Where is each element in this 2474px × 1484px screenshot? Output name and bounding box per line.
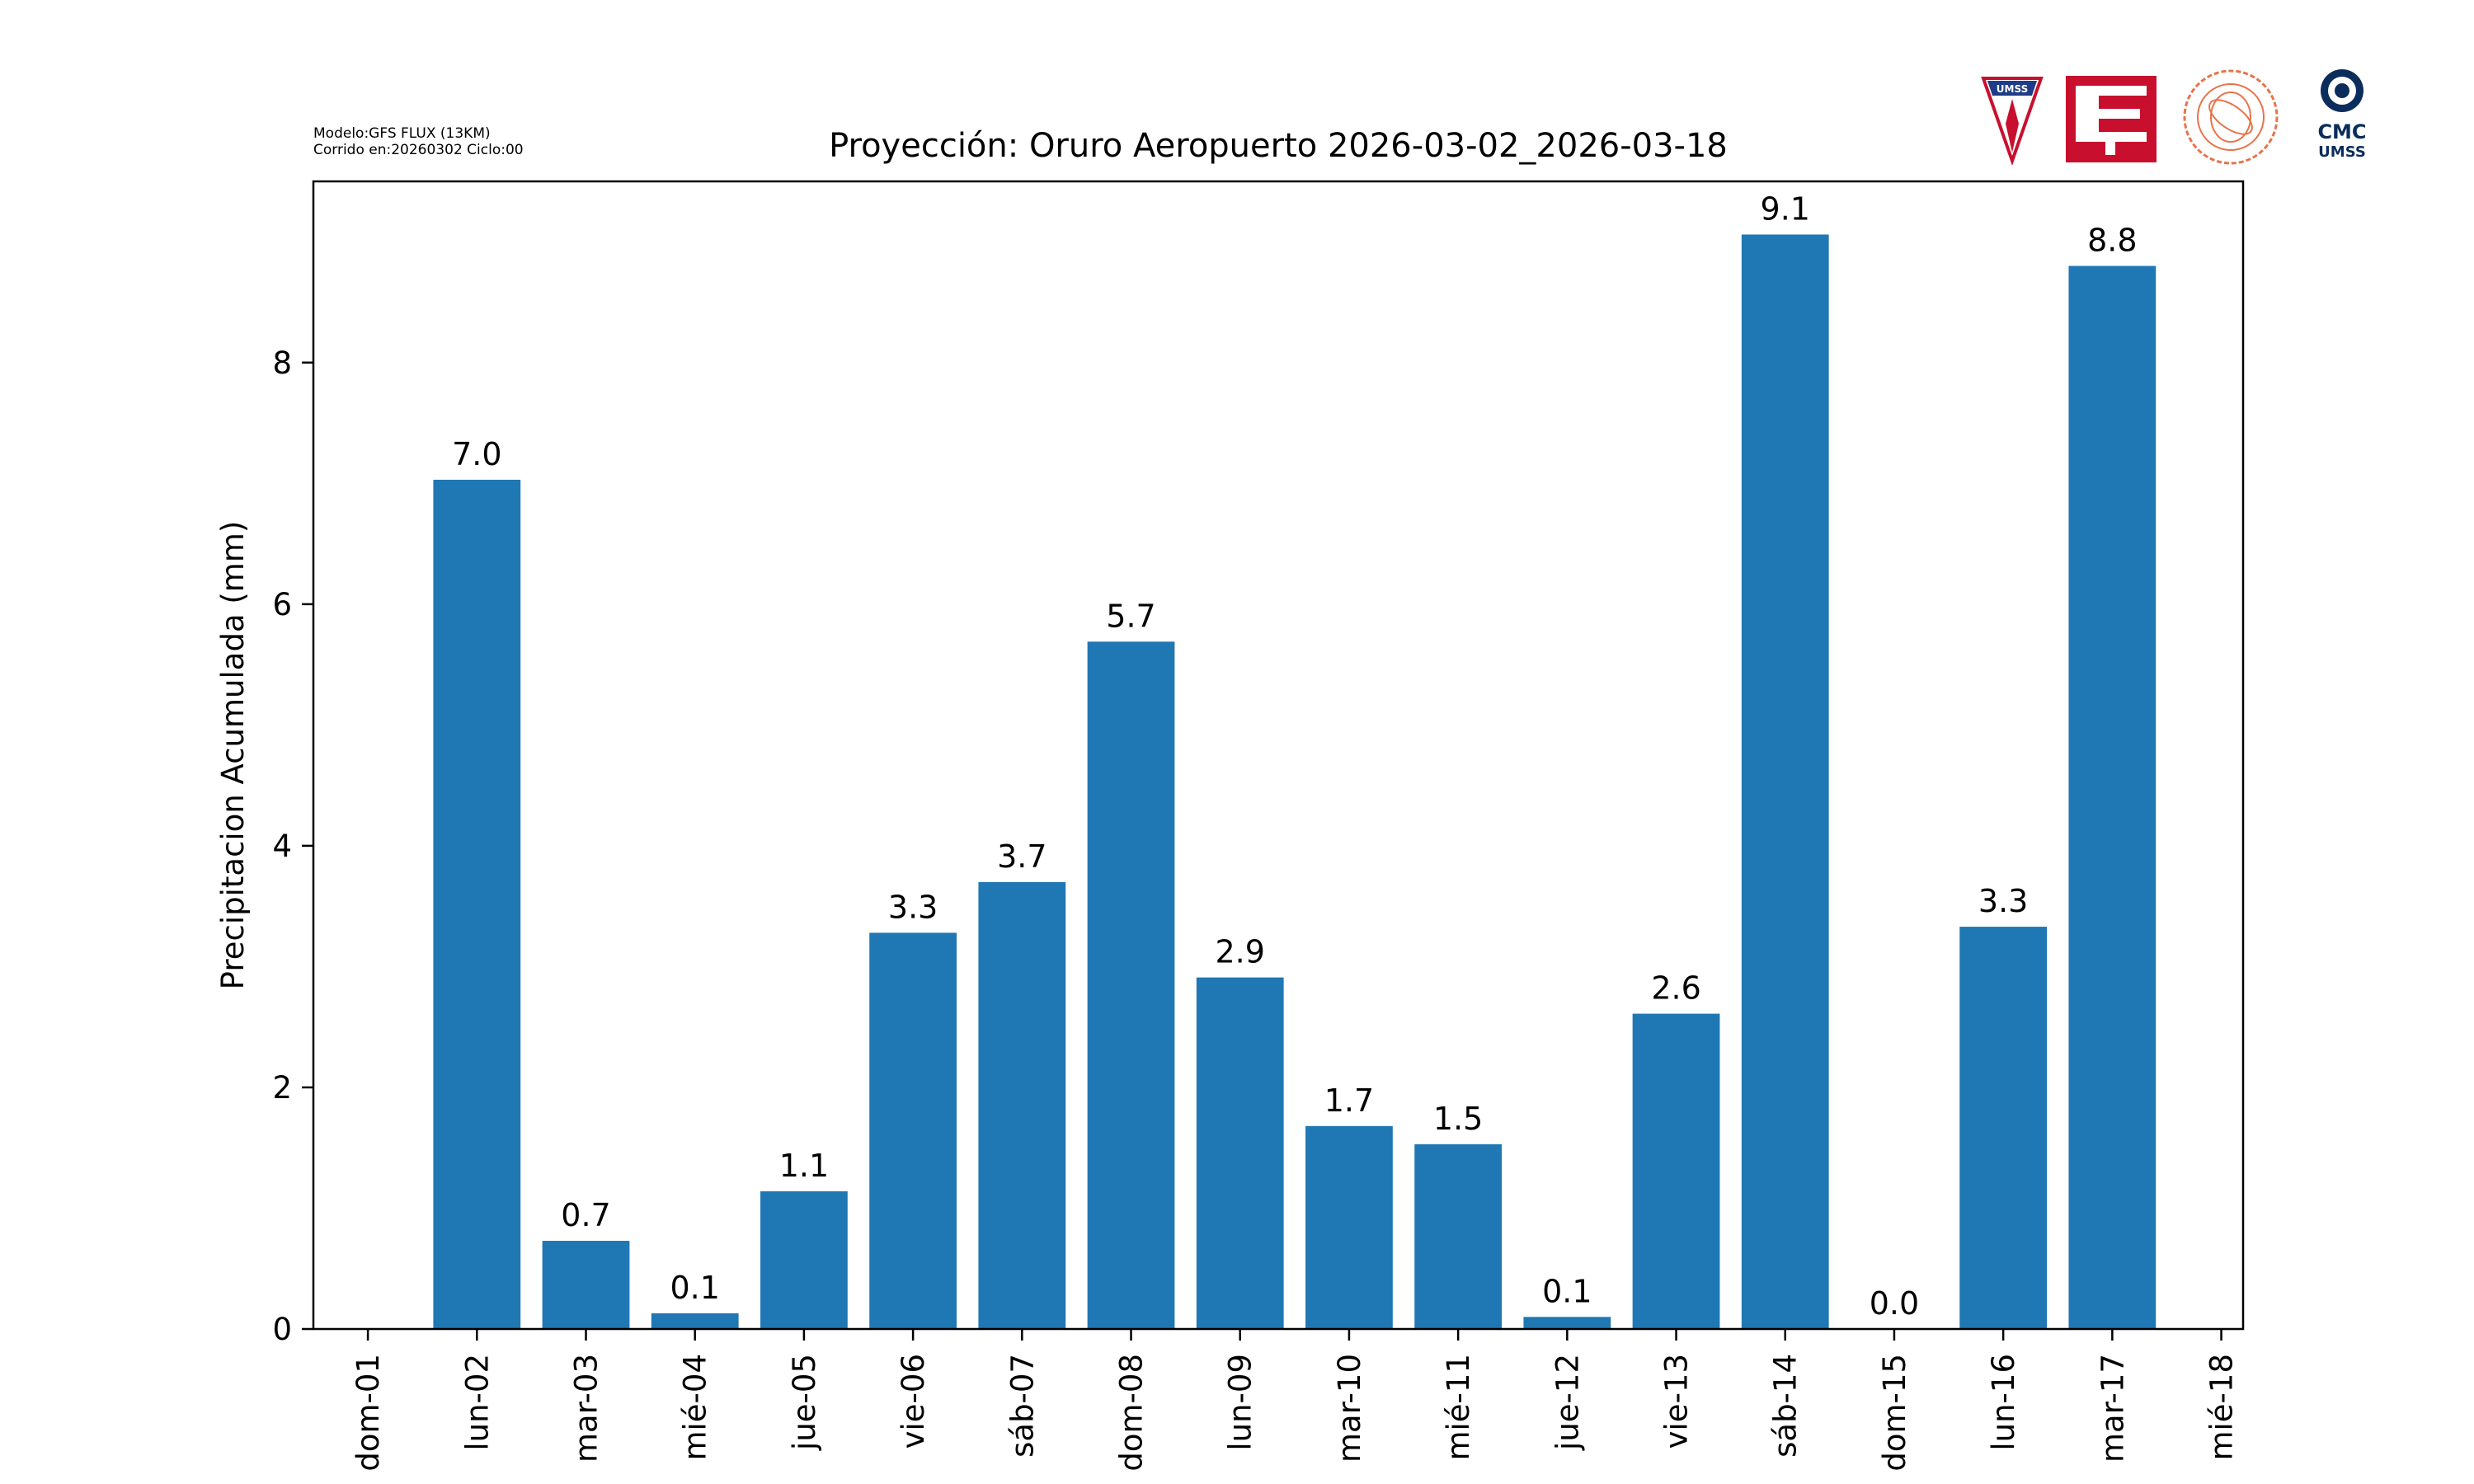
x-tick-label: vie-13 — [1659, 1354, 1695, 1449]
x-tick-label: dom-15 — [1877, 1354, 1912, 1472]
bar-jue-05 — [760, 1190, 848, 1329]
bar-jue-12 — [1523, 1317, 1611, 1329]
bar-sáb-07 — [978, 881, 1066, 1329]
plot-frame — [312, 180, 2245, 1331]
model-line: Modelo:GFS FLUX (13KM) — [313, 125, 491, 142]
x-tick-label: mar-03 — [569, 1354, 604, 1463]
x-tick-label: mar-10 — [1332, 1354, 1367, 1463]
bar-value-label: 0.7 — [561, 1197, 610, 1233]
x-tick-label: dom-08 — [1114, 1354, 1150, 1472]
bar-mié-04 — [651, 1313, 739, 1329]
y-tick-label: 0 — [272, 1312, 292, 1347]
bar-dom-08 — [1087, 641, 1175, 1329]
cmc-logo: CMC UMSS — [2317, 69, 2367, 161]
physics-dept-logo — [2183, 69, 2279, 165]
bar-mar-03 — [542, 1241, 630, 1329]
x-tick-label: jue-05 — [787, 1354, 822, 1451]
x-tick-label: mar-17 — [2095, 1354, 2130, 1463]
x-tick-label: mié-11 — [1441, 1354, 1476, 1461]
umss-logo: UMSS — [1981, 77, 2044, 165]
cmc-logo-sub: UMSS — [2318, 143, 2366, 161]
model-info: Modelo:GFS FLUX (13KM) Corrido en:202603… — [313, 125, 524, 158]
bar-value-label: 9.1 — [1761, 190, 1810, 227]
bar-value-label: 0.1 — [1542, 1273, 1592, 1309]
faculty-logo — [2066, 76, 2157, 162]
umss-logo-text: UMSS — [1997, 83, 2028, 95]
x-tick-label: sáb-14 — [1768, 1354, 1804, 1458]
bar-lun-16 — [1959, 927, 2048, 1329]
bar-value-label: 8.8 — [2087, 223, 2137, 259]
bar-value-label: 0.0 — [1870, 1285, 1919, 1322]
bar-value-label: 1.5 — [1433, 1101, 1483, 1137]
bar-value-label: 5.7 — [1106, 598, 1155, 634]
bar-value-label: 0.1 — [670, 1270, 719, 1306]
bar-lun-09 — [1196, 977, 1284, 1329]
run-line: Corrido en:20260302 Ciclo:00 — [313, 142, 524, 158]
x-tick-label: lun-02 — [459, 1354, 495, 1451]
bars-group — [433, 234, 2157, 1330]
logos: UMSS CMC UMSS — [1979, 66, 2408, 173]
y-tick-label: 2 — [272, 1070, 292, 1106]
x-tick-label: jue-12 — [1550, 1354, 1585, 1451]
bar-value-label: 3.7 — [997, 838, 1047, 875]
y-tick-label: 8 — [272, 345, 292, 381]
y-tick-label: 6 — [272, 587, 292, 622]
bar-vie-06 — [869, 932, 957, 1329]
cmc-logo-text: CMC — [2317, 120, 2366, 143]
bar-value-label: 2.9 — [1216, 934, 1265, 970]
x-tick-label: lun-16 — [1986, 1354, 2021, 1451]
bar-labels-group: 7.0 0.7 0.1 1.1 3.3 3.7 5.7 2.9 1.7 1.5 0.1 2.6 9.1 0… — [452, 190, 2137, 1322]
x-tick-label: mié-18 — [2204, 1354, 2240, 1461]
x-tick-label: sáb-07 — [1004, 1354, 1040, 1458]
chart-title: Proyección: Oruro Aeropuerto 2026-03-02_… — [829, 127, 1728, 165]
x-tick-label: mié-04 — [678, 1354, 713, 1461]
x-tick-label: dom-01 — [350, 1354, 386, 1472]
bar-value-label: 2.6 — [1651, 970, 1700, 1007]
x-axis: dom-01 lun-02 mar-03 mié-04 jue-05 vie-06 sáb-… — [350, 1329, 2240, 1472]
bar-mié-11 — [1414, 1144, 1503, 1329]
bar-value-label: 3.3 — [1978, 883, 2028, 919]
bar-value-label: 1.7 — [1324, 1082, 1374, 1119]
x-tick-label: lun-09 — [1223, 1354, 1258, 1451]
bar-lun-02 — [433, 479, 521, 1330]
bar-value-label: 1.1 — [779, 1148, 829, 1184]
bar-mar-10 — [1305, 1125, 1393, 1329]
bar-value-label: 7.0 — [452, 436, 501, 472]
y-axis-label: Precipitacion Acumulada (mm) — [215, 521, 251, 990]
y-axis: 0 2 4 6 8 — [272, 345, 313, 1347]
bar-vie-13 — [1632, 1013, 1720, 1329]
x-tick-label: vie-06 — [896, 1354, 931, 1449]
y-tick-label: 4 — [272, 829, 292, 864]
bar-value-label: 3.3 — [888, 889, 938, 925]
bar-sáb-14 — [1741, 234, 1829, 1330]
bar-mar-17 — [2068, 265, 2157, 1330]
